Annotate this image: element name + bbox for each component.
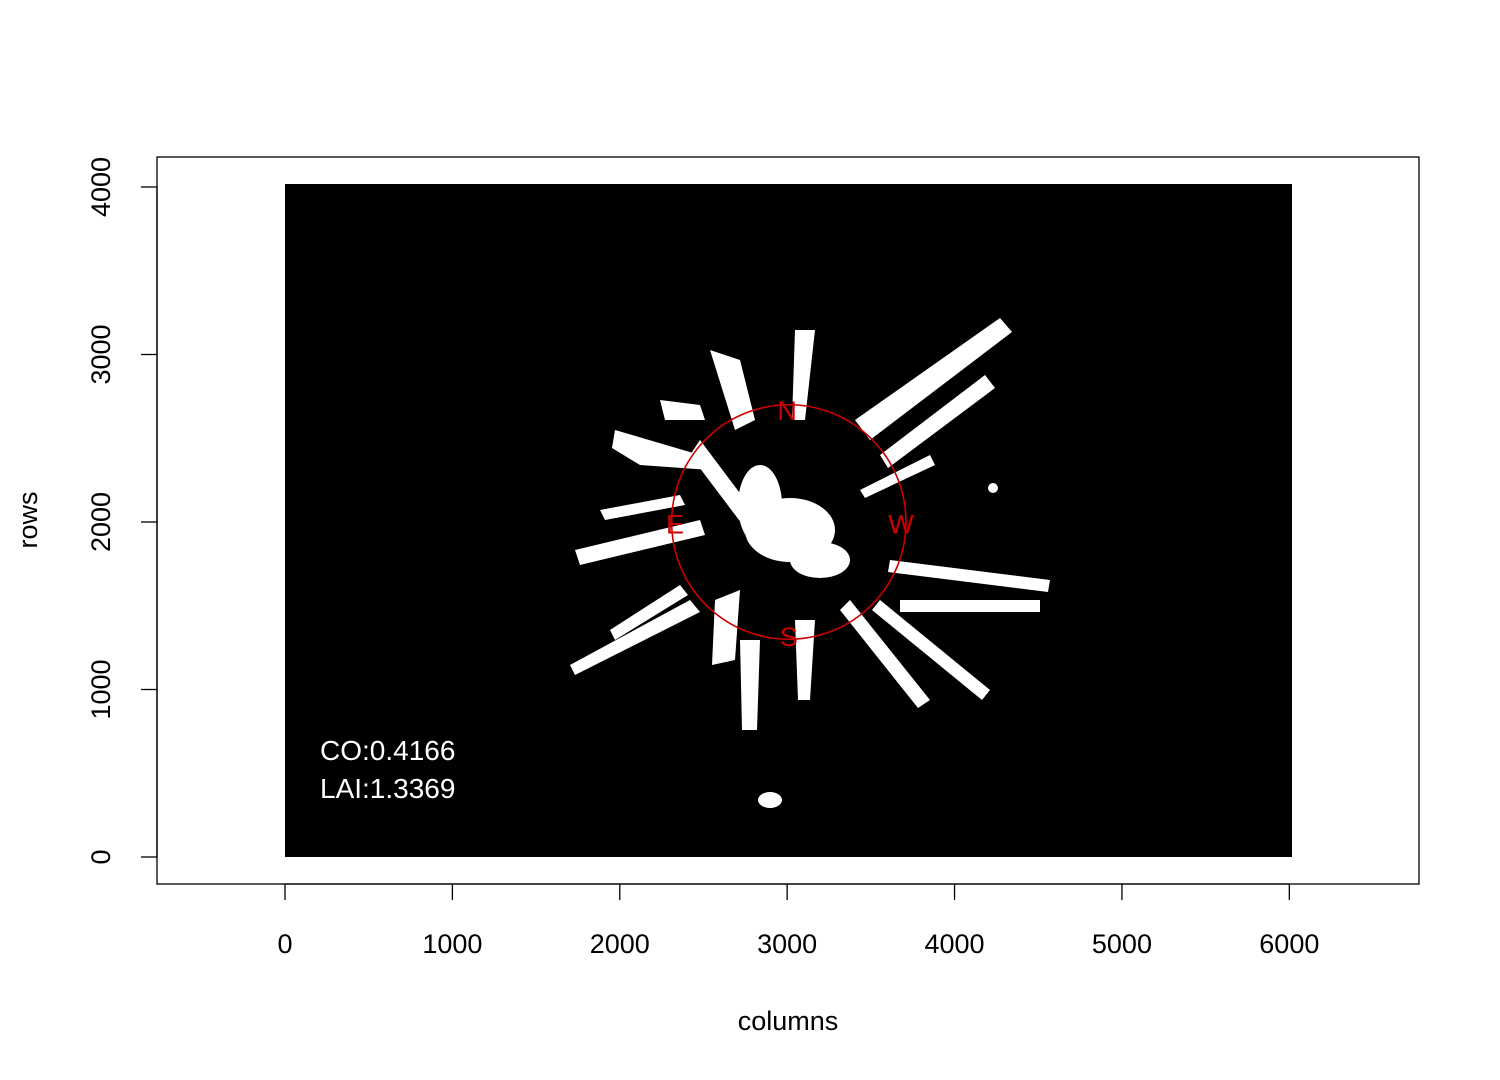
y-axis: 0 1000 2000 3000 4000	[86, 157, 158, 865]
gap-center-3	[790, 542, 850, 578]
compass-label-n: N	[777, 396, 797, 426]
y-tick-label: 0	[86, 849, 116, 864]
gap-s-1	[740, 640, 760, 730]
x-tick-label: 0	[277, 929, 292, 959]
annotation-lai: LAI:1.3369	[320, 773, 455, 804]
compass-label-e: E	[666, 510, 684, 540]
gap-nw-1	[612, 430, 710, 470]
gap-e-1	[888, 560, 1050, 592]
gap-nw-3	[660, 400, 705, 420]
x-tick-label: 5000	[1092, 929, 1152, 959]
gap-n-2	[792, 330, 815, 420]
gap-e-2	[900, 600, 1040, 612]
gap-se-1	[840, 600, 930, 708]
gap-s-2	[712, 590, 740, 665]
annotation-co: CO:0.4166	[320, 735, 455, 766]
gap-streak-ne-2	[880, 375, 995, 468]
y-tick-label: 3000	[86, 324, 116, 384]
gap-sw-1	[570, 600, 700, 675]
y-axis-title: rows	[13, 491, 43, 548]
x-tick-label: 2000	[590, 929, 650, 959]
gap-w-2	[600, 495, 685, 520]
hemispherical-image	[285, 184, 1292, 857]
y-tick-label: 2000	[86, 492, 116, 552]
compass-overlay: N E W S	[666, 396, 914, 652]
x-axis-title: columns	[738, 1006, 839, 1036]
compass-circle	[670, 403, 907, 641]
y-tick-label: 4000	[86, 157, 116, 217]
x-tick-label: 4000	[925, 929, 985, 959]
compass-label-w: W	[888, 510, 914, 540]
gap-e-dot	[988, 483, 998, 493]
gap-sw-2	[610, 585, 688, 640]
compass-label-s: S	[780, 622, 798, 652]
y-tick-label: 1000	[86, 659, 116, 719]
gap-streak-ne	[855, 318, 1012, 440]
gap-s-3	[795, 620, 815, 700]
gap-n-1	[710, 350, 755, 430]
gap-se-2	[872, 600, 990, 700]
x-axis: 0 1000 2000 3000 4000 5000 6000	[277, 883, 1319, 959]
gap-nw-2	[690, 440, 760, 528]
gap-bottom	[758, 792, 782, 808]
x-tick-label: 1000	[422, 929, 482, 959]
x-tick-label: 3000	[757, 929, 817, 959]
canopy-gap-pixels	[570, 318, 1050, 808]
x-tick-label: 6000	[1259, 929, 1319, 959]
